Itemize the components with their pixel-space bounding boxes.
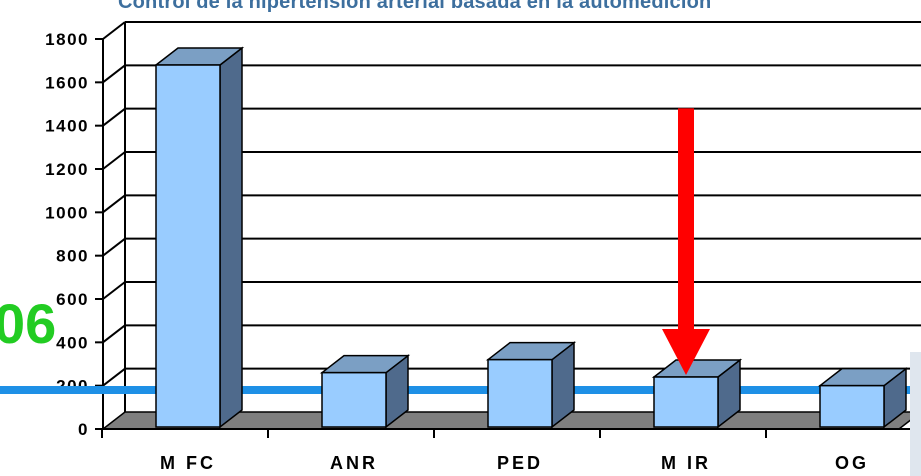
slide-number: 06 bbox=[0, 292, 57, 355]
y-tick-label: 1800 bbox=[45, 30, 89, 49]
gridline-side bbox=[102, 324, 126, 344]
y-tick-label: 600 bbox=[56, 290, 89, 309]
y-tick-label: 0 bbox=[78, 420, 89, 439]
reference-line bbox=[0, 386, 921, 394]
gridline-side bbox=[102, 237, 126, 257]
bar bbox=[155, 64, 221, 428]
gridline-side bbox=[102, 64, 126, 84]
gridline-side bbox=[102, 281, 126, 300]
y-tick-label: 400 bbox=[56, 333, 89, 352]
y-tick-label: 1200 bbox=[45, 160, 89, 179]
x-tick-label: M IR bbox=[661, 453, 711, 473]
arrow-shaft bbox=[678, 108, 694, 330]
slide-title: Control de la hipertensión arterial basa… bbox=[118, 0, 712, 13]
gridline-side bbox=[102, 194, 126, 214]
x-tick-label: PED bbox=[497, 453, 543, 473]
bar-side bbox=[219, 46, 243, 429]
y-tick-label: 800 bbox=[56, 247, 89, 266]
x-tick-label: ANR bbox=[330, 453, 378, 473]
y-tick-label: 1400 bbox=[45, 117, 89, 136]
side-panel-edge bbox=[910, 352, 921, 476]
y-tick-label: 1000 bbox=[45, 203, 89, 222]
bar bbox=[321, 371, 387, 428]
bar bbox=[819, 384, 885, 428]
arrow-head bbox=[662, 329, 710, 375]
gridline-side bbox=[102, 21, 126, 40]
gridline-side bbox=[102, 367, 126, 387]
bar bbox=[653, 376, 719, 428]
x-tick-label: OG bbox=[835, 453, 869, 473]
gridline-side bbox=[102, 151, 126, 170]
x-tick-label: M FC bbox=[160, 453, 216, 473]
gridline-side bbox=[102, 107, 126, 127]
y-tick-label: 1600 bbox=[45, 73, 89, 92]
bar bbox=[487, 358, 553, 428]
